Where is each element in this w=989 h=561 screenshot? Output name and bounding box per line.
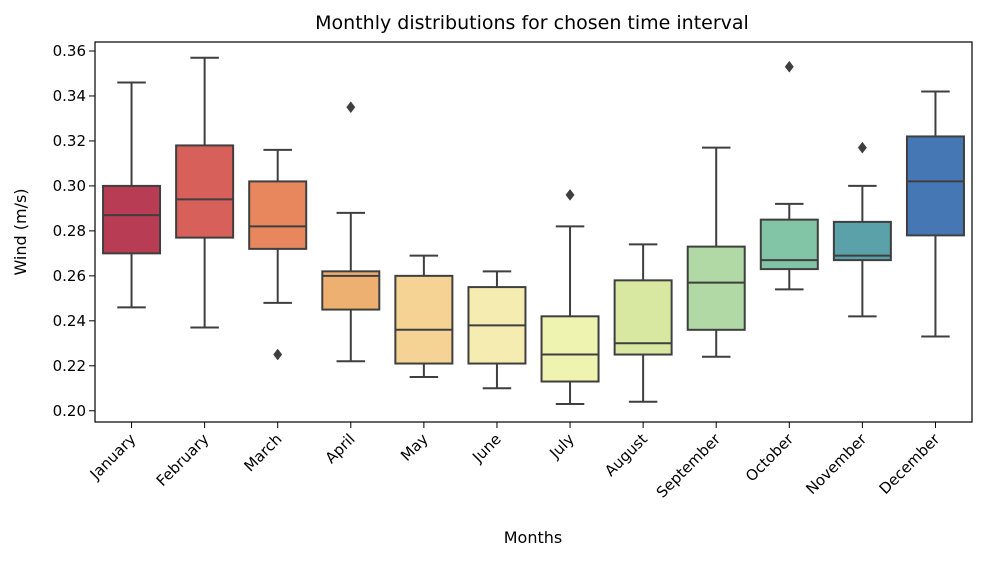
box-iqr (102, 184, 162, 255)
outlier-point (857, 141, 867, 154)
box-iqr (613, 279, 673, 356)
box-october (759, 60, 819, 291)
box-july (540, 188, 600, 406)
outlier-point (273, 348, 283, 361)
y-tick-label: 0.26 (53, 267, 86, 285)
outlier-point (565, 188, 575, 201)
box-iqr (832, 220, 892, 262)
box-april (321, 101, 381, 363)
y-tick-label: 0.36 (53, 42, 86, 60)
box-august (613, 243, 673, 403)
box-november (832, 141, 892, 318)
box-iqr (248, 180, 308, 250)
box-iqr (321, 270, 381, 311)
box-iqr (759, 218, 819, 271)
y-tick-label: 0.24 (53, 312, 86, 330)
y-tick-label: 0.30 (53, 177, 86, 195)
y-axis: 0.20 0.22 0.24 0.26 0.28 0.30 0.32 0.34 0.36 (53, 42, 95, 420)
box-march (248, 148, 308, 361)
chart-title: Monthly distributions for chosen time in… (315, 12, 749, 34)
boxes-group (102, 56, 965, 406)
box-june (467, 270, 527, 390)
y-tick-label: 0.20 (53, 402, 86, 420)
box-iqr (540, 315, 600, 383)
box-iqr (394, 274, 454, 365)
plot-frame (94, 41, 973, 423)
outlier-point (346, 101, 356, 114)
y-tick-label: 0.28 (53, 222, 86, 240)
y-tick-label: 0.32 (53, 132, 86, 150)
box-january (102, 81, 162, 309)
box-iqr (686, 245, 746, 331)
y-axis-label: Wind (m/s) (11, 188, 30, 275)
box-december (905, 90, 965, 338)
box-iqr (175, 144, 235, 239)
box-september (686, 146, 746, 358)
box-may (394, 254, 454, 379)
y-tick-label: 0.34 (53, 87, 86, 105)
box-february (175, 56, 235, 329)
y-tick-label: 0.22 (53, 357, 86, 375)
outlier-point (784, 60, 794, 73)
box-iqr (905, 135, 965, 237)
x-axis-label: Months (504, 528, 562, 547)
